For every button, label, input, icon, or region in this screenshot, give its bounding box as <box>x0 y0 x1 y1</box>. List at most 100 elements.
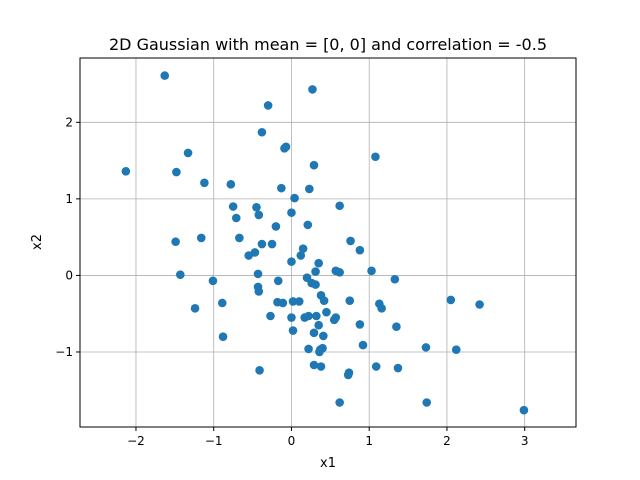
grid-lines <box>80 58 576 427</box>
data-point <box>314 320 323 330</box>
data-point <box>266 311 275 321</box>
x-tick-label: 0 <box>288 434 296 448</box>
data-point <box>335 201 344 211</box>
data-point <box>309 160 319 170</box>
data-point <box>335 268 344 277</box>
data-point <box>290 193 299 203</box>
y-axis-label: x2 <box>30 234 45 250</box>
data-point <box>217 298 227 308</box>
axis-ticks: −2 −1 0 1 2 3 −1 0 1 2 <box>55 115 528 448</box>
data-point <box>343 370 353 380</box>
data-point <box>304 311 313 321</box>
plot-frame <box>79 57 577 428</box>
data-point <box>228 202 238 211</box>
data-point <box>287 313 296 322</box>
data-point <box>288 326 298 335</box>
data-point <box>345 296 355 305</box>
data-point <box>331 313 341 322</box>
data-point <box>309 360 319 370</box>
data-point <box>288 297 298 306</box>
x-tick-label: 1 <box>365 434 373 448</box>
y-tick-label: 1 <box>65 192 73 206</box>
data-point <box>358 340 368 350</box>
y-tick-label: −1 <box>55 345 73 359</box>
data-point <box>316 362 326 371</box>
data-point <box>226 180 236 189</box>
data-point <box>451 345 461 354</box>
x-tick-label: −2 <box>127 434 145 448</box>
data-point <box>446 295 456 305</box>
data-point <box>311 280 320 289</box>
data-point <box>257 127 267 137</box>
data-point <box>171 237 180 247</box>
data-point <box>335 398 344 407</box>
data-point <box>257 239 267 249</box>
data-point <box>312 311 321 321</box>
y-tick-label: 2 <box>65 115 73 129</box>
data-point <box>254 210 264 220</box>
data-point <box>287 208 296 217</box>
data-point <box>519 405 529 415</box>
data-point <box>371 362 381 371</box>
data-point <box>235 233 244 243</box>
data-point <box>175 270 185 279</box>
data-point <box>311 267 320 276</box>
data-point <box>303 220 313 230</box>
data-point <box>273 276 283 286</box>
data-point <box>308 85 317 94</box>
data-points <box>121 71 529 415</box>
data-point <box>319 296 329 305</box>
data-point <box>172 167 181 177</box>
data-point <box>208 276 218 286</box>
data-point <box>309 328 319 338</box>
data-point <box>244 251 254 260</box>
data-point <box>314 258 323 268</box>
data-point <box>305 184 314 194</box>
data-point <box>294 297 304 306</box>
data-point <box>355 245 365 255</box>
data-point <box>231 213 241 223</box>
x-axis-label: x1 <box>320 456 336 471</box>
data-point <box>346 236 355 246</box>
data-point <box>218 332 228 341</box>
x-tick-label: 2 <box>443 434 451 448</box>
data-point <box>200 178 209 188</box>
data-point <box>278 298 288 308</box>
data-point <box>296 251 306 260</box>
data-point <box>421 343 431 352</box>
data-point <box>304 344 313 354</box>
data-point <box>319 331 328 341</box>
data-point <box>322 307 331 317</box>
data-point <box>267 239 277 249</box>
data-point <box>277 183 286 193</box>
data-point <box>287 257 296 266</box>
data-point <box>253 269 263 279</box>
x-tick-label: −1 <box>205 434 223 448</box>
data-point <box>263 101 273 110</box>
data-point <box>422 398 432 407</box>
data-point <box>121 167 131 176</box>
data-point <box>254 287 264 296</box>
data-point <box>271 222 281 231</box>
data-point <box>377 304 386 313</box>
data-point <box>160 71 170 80</box>
y-tick-label: 0 <box>65 268 73 282</box>
data-point <box>280 144 289 153</box>
data-point <box>393 363 403 373</box>
data-point <box>367 266 376 276</box>
data-point <box>196 233 206 243</box>
x-tick-label: 3 <box>521 434 529 448</box>
data-point <box>298 244 308 253</box>
chart-title: 2D Gaussian with mean = [0, 0] and corre… <box>109 35 547 54</box>
data-point <box>315 347 324 357</box>
data-point <box>371 152 380 162</box>
data-point <box>475 300 484 309</box>
data-point <box>183 148 193 158</box>
data-point <box>190 304 200 313</box>
data-point <box>255 366 264 375</box>
data-point <box>355 320 365 329</box>
data-point <box>392 322 401 332</box>
data-point <box>252 202 261 212</box>
